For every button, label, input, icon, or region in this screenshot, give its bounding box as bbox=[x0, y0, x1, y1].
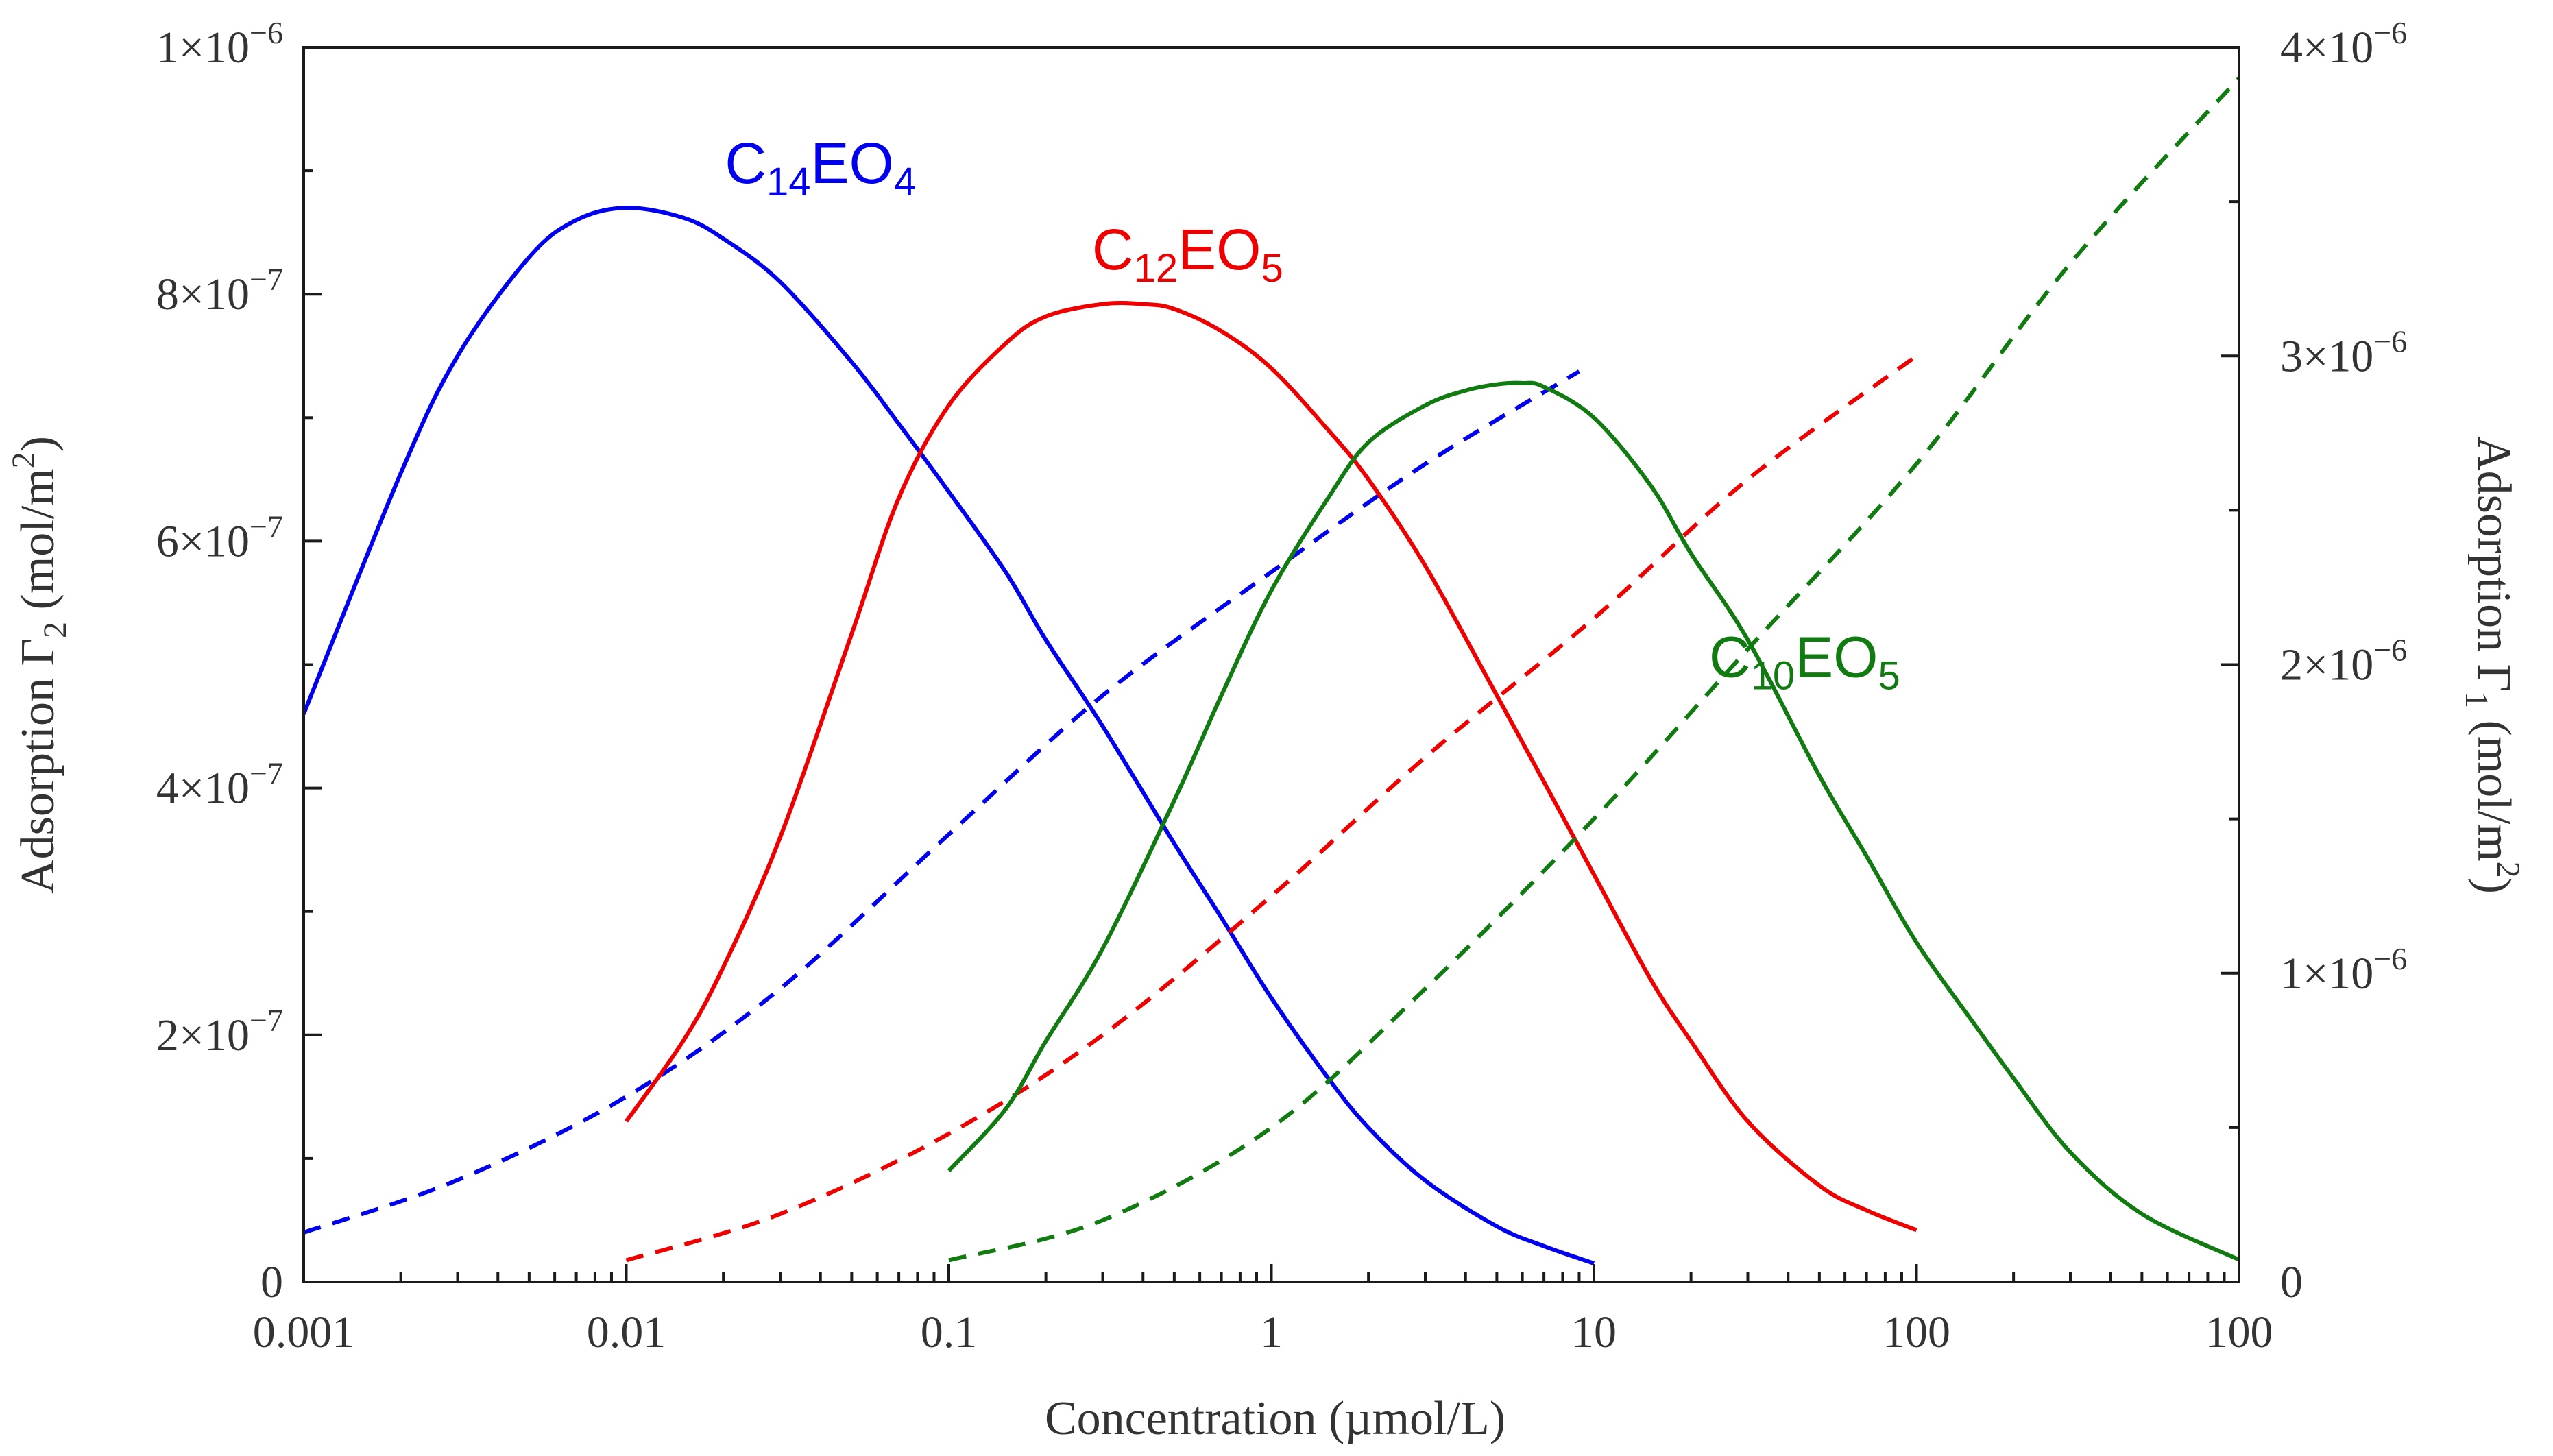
series-line-2 bbox=[625, 300, 1917, 1233]
series-line-1 bbox=[303, 369, 1581, 1235]
tick-labels: 0.001 0.01 0.1 1 10 100 10002×10−74×10−76×10−7… bbox=[156, 15, 2407, 1357]
x-tick-label: 100 bbox=[1883, 1307, 1950, 1357]
y-left-tick-label: 8×10−7 bbox=[156, 262, 283, 319]
y-right-tick-label: 4×10−6 bbox=[2280, 15, 2407, 73]
y-left-tick-label: 4×10−7 bbox=[156, 756, 283, 814]
series-line-0 bbox=[302, 206, 1595, 1265]
label-c12eo5: C12EO5 bbox=[1092, 217, 1283, 291]
y-right-tick-label: 0 bbox=[2280, 1257, 2303, 1307]
x-tick-label: 100 bbox=[2205, 1307, 2273, 1357]
x-tick-label: 0.01 bbox=[587, 1307, 666, 1357]
x-tick-label: 0.1 bbox=[921, 1307, 978, 1357]
x-axis-title: Concentration (µmol/L) bbox=[1045, 1392, 1505, 1445]
series-line-5 bbox=[948, 76, 2241, 1263]
y-right-axis-title: Adsorption Γ1 (mol/m2) bbox=[2458, 436, 2526, 894]
y-right-tick-label: 1×10−6 bbox=[2280, 941, 2407, 999]
y-right-tick-label: 3×10−6 bbox=[2280, 324, 2407, 381]
y-left-tick-label: 2×10−7 bbox=[156, 1003, 283, 1060]
x-tick-label: 1 bbox=[1260, 1307, 1283, 1357]
y-left-tick-label: 6×10−7 bbox=[156, 509, 283, 566]
series-line-3 bbox=[625, 354, 1918, 1263]
label-c14eo4: C14EO4 bbox=[725, 131, 916, 204]
y-left-tick-label: 0 bbox=[261, 1257, 283, 1307]
y-right-tick-label: 2×10−6 bbox=[2280, 633, 2407, 690]
axis-ticks bbox=[302, 46, 2240, 1283]
series-labels: C14EO4 C12EO5 C10EO5 bbox=[725, 131, 1900, 698]
label-c10eo5: C10EO5 bbox=[1709, 625, 1900, 699]
y-left-tick-label: 1×10−6 bbox=[156, 15, 283, 73]
x-tick-label: 0.001 bbox=[253, 1307, 355, 1357]
series-line-4 bbox=[947, 380, 2240, 1262]
series-curves bbox=[302, 76, 2241, 1265]
plot-frame bbox=[302, 46, 2240, 1283]
x-tick-label: 10 bbox=[1571, 1307, 1617, 1357]
y-left-axis-title: Adsorption Γ2 (mol/m2) bbox=[5, 436, 73, 894]
